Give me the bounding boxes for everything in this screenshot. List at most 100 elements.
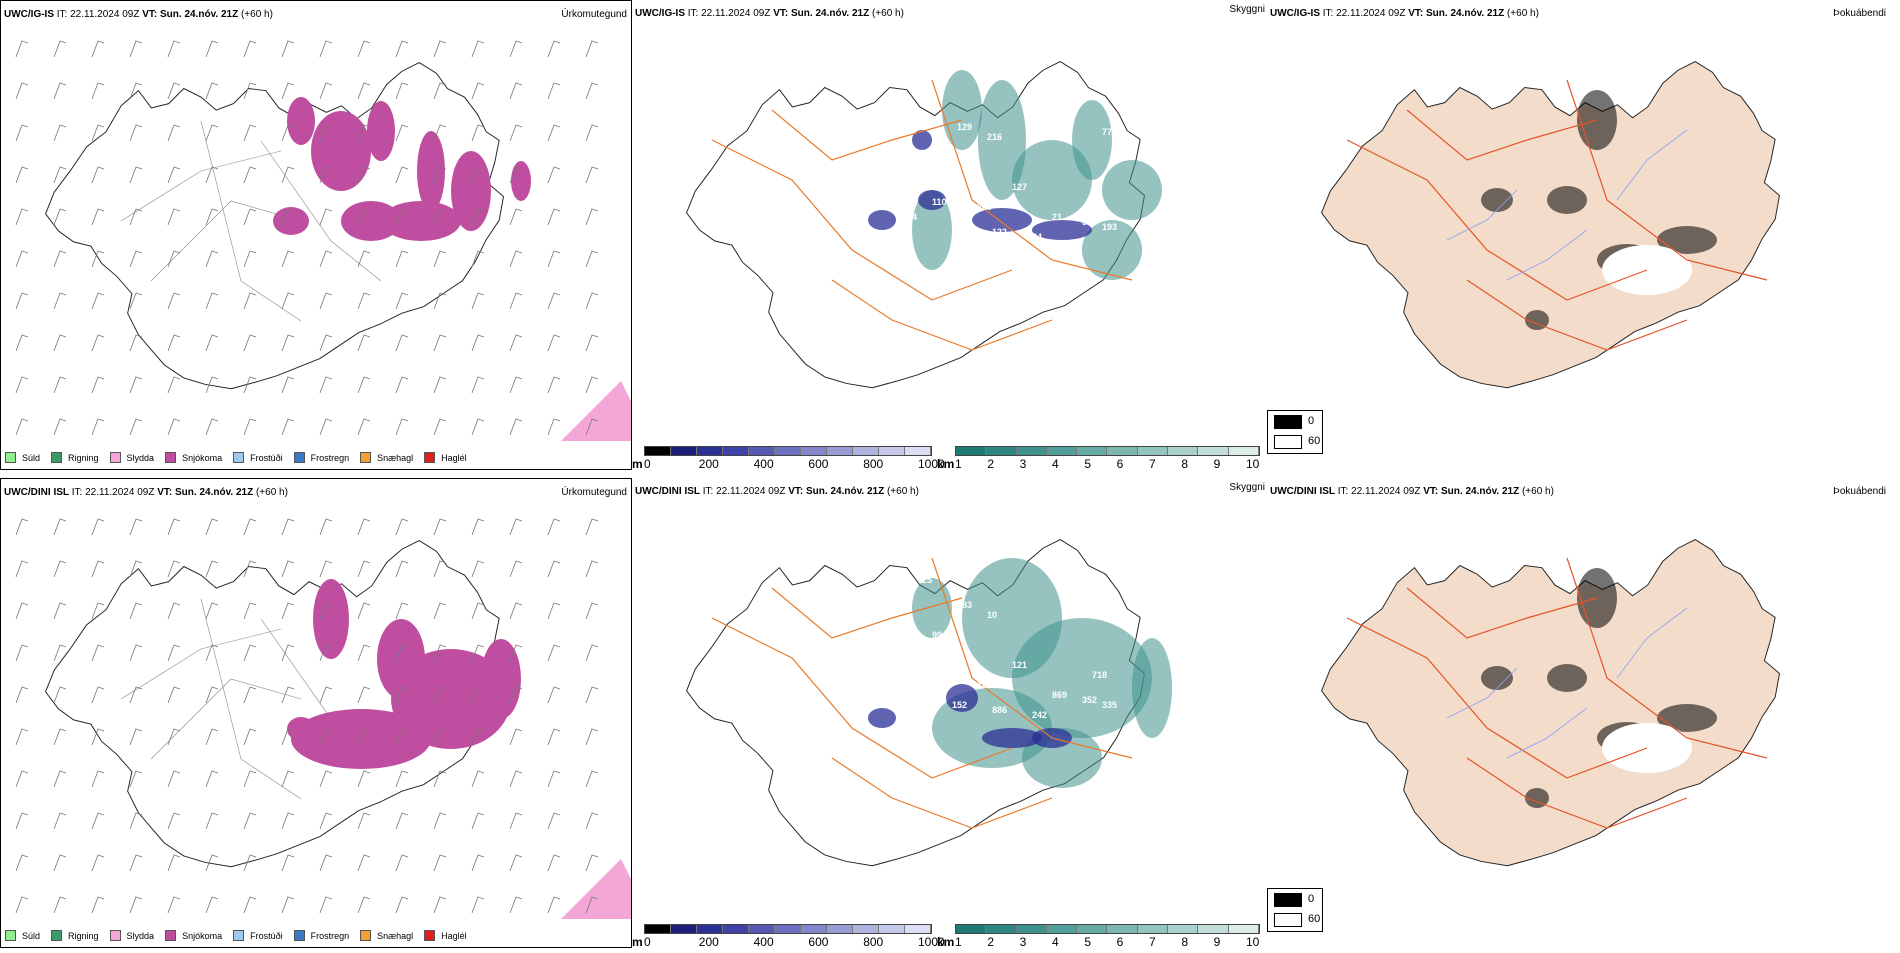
wind-barb: [585, 82, 599, 100]
road-line: [831, 279, 1053, 351]
wind-barb: [281, 728, 295, 746]
wind-barb: [319, 728, 333, 746]
precip-map: [15, 518, 631, 919]
river-line: [1506, 229, 1588, 281]
wind-barb: [509, 124, 523, 142]
colorbar-tick: 600: [808, 457, 829, 471]
wind-barb: [585, 292, 599, 310]
road-line: [260, 140, 382, 282]
colorbar-step: [775, 447, 801, 455]
wind-barb: [243, 896, 257, 914]
wind-barb: [91, 770, 105, 788]
wind-barb: [585, 250, 599, 268]
legend-swatch: [5, 452, 16, 463]
wind-barb: [509, 812, 523, 830]
wind-barb: [319, 166, 333, 184]
wind-barb: [281, 560, 295, 578]
wind-barb: [205, 376, 219, 394]
road-line: [200, 120, 302, 322]
legend-swatch: [293, 452, 305, 463]
road-line: [1406, 109, 1598, 161]
colorbar-strip: [955, 446, 1260, 456]
river-line: [1506, 707, 1588, 759]
legend-label: Frostúði: [250, 452, 283, 463]
wind-barb: [433, 334, 447, 352]
wind-barb: [129, 166, 143, 184]
wind-barb: [15, 334, 29, 352]
colorbar-step: [956, 925, 987, 933]
low-visibility-area: [912, 190, 952, 270]
ceiling-map: 12 25 183 10 99 121 144 173 186 182 108 163 152 886 24…: [686, 539, 1172, 867]
wind-barb: [471, 292, 485, 310]
colorbar-tick: 2: [987, 935, 995, 949]
wind-barb: [129, 560, 143, 578]
wind-barb: [357, 686, 371, 704]
wind-barb: [433, 518, 447, 536]
colorbar-step: [853, 447, 879, 455]
wind-barb: [395, 770, 409, 788]
wind-barb: [547, 644, 561, 662]
wind-barb: [129, 686, 143, 704]
wind-barb: [15, 250, 29, 268]
ceiling-value-label: 84: [1032, 232, 1042, 242]
low-visibility-area: [912, 578, 952, 638]
wind-barb: [357, 208, 371, 226]
wind-barb: [129, 418, 143, 436]
colorbar-ticks: 1 2 3 4 5 6 7 8 9 10: [955, 935, 1260, 949]
wind-barb: [281, 82, 295, 100]
road-line: [120, 150, 282, 222]
wind-barb: [433, 166, 447, 184]
wind-barb: [585, 644, 599, 662]
wind-barb: [471, 250, 485, 268]
colorbar-step: [775, 925, 801, 933]
colorbar-step: [1228, 447, 1259, 455]
ceiling-value-label: 10: [987, 610, 997, 620]
wind-barb: [547, 418, 561, 436]
wind-barb: [281, 208, 295, 226]
low-ceiling-area: [946, 684, 978, 712]
wind-barb: [433, 854, 447, 872]
wind-barb: [167, 686, 181, 704]
snowfall-area: [451, 151, 491, 231]
legend-item: Snjókoma: [165, 452, 222, 463]
colorbar-step: [905, 925, 931, 933]
wind-barb: [167, 292, 181, 310]
ceiling-value-label: 869: [1052, 690, 1067, 700]
wind-barb: [585, 376, 599, 394]
wind-barb: [91, 82, 105, 100]
wind-barb: [357, 166, 371, 184]
wind-barb: [53, 602, 67, 620]
wind-barb: [15, 686, 29, 704]
colorbar-ticks: 0 200 400 600 800 1000: [644, 457, 945, 471]
wind-barb: [471, 166, 485, 184]
colorbar-step: [645, 925, 671, 933]
wind-barb: [585, 166, 599, 184]
colorbar-ticks: 0 200 400 600 800 1000: [644, 935, 945, 949]
river-line: [1616, 607, 1688, 679]
wind-barb: [547, 854, 561, 872]
wind-barb: [281, 166, 295, 184]
ceiling-value-label: 122: [992, 227, 1007, 237]
wind-barb: [91, 518, 105, 536]
wind-barb: [281, 40, 295, 58]
wind-barb: [205, 896, 219, 914]
wind-barb: [471, 896, 485, 914]
wind-barb: [585, 518, 599, 536]
coastline: [1321, 61, 1781, 389]
colorbar-step: [905, 447, 931, 455]
wind-barb: [129, 812, 143, 830]
wind-barb: [205, 292, 219, 310]
wind-barb: [547, 770, 561, 788]
wind-barb: [205, 728, 219, 746]
ceiling-value-label: 152: [952, 700, 967, 710]
wind-barb: [319, 602, 333, 620]
ceiling-value-label: 121: [1012, 660, 1027, 670]
fog-legend: 0 60: [1267, 888, 1323, 932]
wind-barb: [91, 602, 105, 620]
wind-barb: [167, 250, 181, 268]
wind-barb: [15, 560, 29, 578]
wind-barb: [167, 812, 181, 830]
legend-label: Slydda: [126, 930, 155, 941]
wind-barb: [471, 40, 485, 58]
wind-barb: [433, 208, 447, 226]
